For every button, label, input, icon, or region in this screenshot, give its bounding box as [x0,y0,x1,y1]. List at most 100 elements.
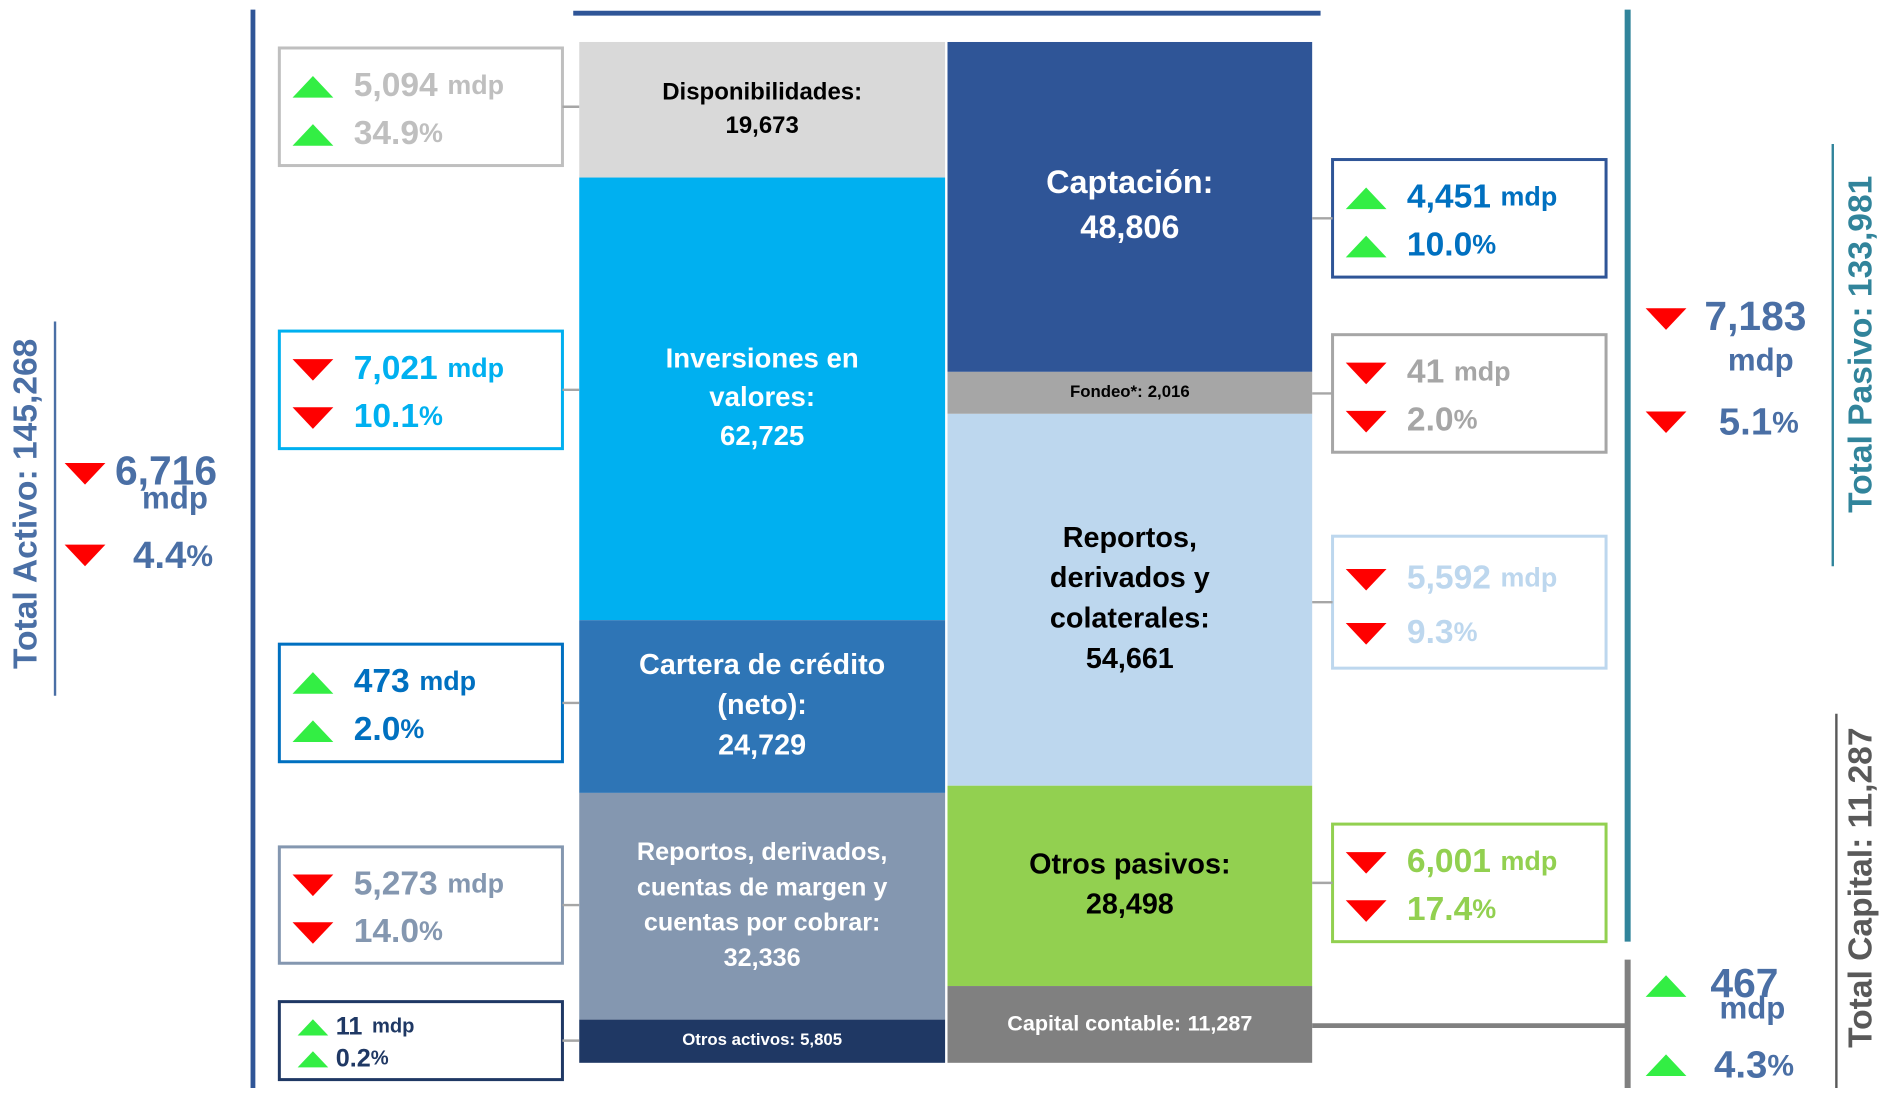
unit: mdp [1501,181,1558,211]
change-amount: 11 mdp [336,1012,415,1040]
pct: 14.0 [354,913,419,950]
change-amount: 467 [1710,960,1778,1006]
change-pct: 5.1% [1719,401,1799,444]
block-value: 2,016 [1148,382,1190,401]
arrow-down [1345,900,1387,922]
block-name: Otros pasivos: [1029,848,1230,880]
change-amount: 5,273 mdp [354,865,504,902]
block-name: cuentas por cobrar: [644,909,881,937]
unit: mdp [447,868,504,898]
block-name: Reportos, derivados, [637,838,888,866]
block [947,413,1313,786]
change-pct: 2.0% [354,711,425,748]
arrow-down [1645,308,1687,330]
pct: 2.0 [354,711,401,748]
change-amount: 41 mdp [1407,353,1511,390]
arrow-up [292,672,334,694]
amount: 5,273 [354,865,438,902]
arrow-up [1345,235,1387,258]
change-box [1331,822,1608,944]
change-amount: 7,021 mdp [354,350,504,387]
pct: 4.3 [1714,1044,1767,1087]
amount: 7,021 [354,350,438,387]
arrow-up [1645,1054,1687,1077]
block [579,792,946,1020]
arrow-down [1345,623,1387,645]
block-name: Reportos, [1063,522,1197,554]
block-value: 5,805 [800,1031,842,1050]
block-name: Fondeo*: [1070,382,1143,401]
block-value: 62,725 [720,420,804,451]
change-amount: 5,592 mdp [1407,560,1557,597]
pct: 10.0 [1407,226,1472,263]
block-value: 24,729 [718,729,806,761]
pct-unit: % [1454,617,1478,647]
amount: 473 [354,663,410,700]
arrow-down [64,544,106,567]
change-pct: 0.2% [336,1044,389,1072]
arrow-up [297,1051,329,1068]
unit: mdp [372,1016,415,1038]
block-name: derivados y [1050,562,1210,594]
pct: 9.3 [1407,614,1454,651]
pct: 4.4 [133,534,187,577]
block-label: Otros activos: 5,805 [682,1031,842,1050]
amount: 5,592 [1407,560,1491,597]
pct-unit: % [419,118,443,148]
block [947,986,1313,1063]
pct-unit: % [1772,407,1799,440]
arrow-up [297,1019,329,1036]
block-value: 54,661 [1086,643,1174,675]
change-unit: mdp [1728,343,1794,378]
change-box [277,845,564,965]
block-value: 32,336 [724,944,801,972]
pct-unit: % [419,401,443,431]
block-name: Disponibilidades: [662,78,862,105]
arrow-down [292,922,334,944]
block [579,41,946,178]
amount: 41 [1407,353,1444,390]
change-pct: 10.1% [354,398,443,435]
block-name: Cartera de crédito [639,649,885,681]
arrow-up [292,720,334,742]
pct: 0.2 [336,1044,371,1072]
pct-unit: % [1472,230,1496,260]
change-box [277,329,564,451]
block [579,177,946,621]
pct-unit: % [419,916,443,946]
arrow-up [292,124,334,146]
total-label: Total Pasivo: 133,981 [1843,176,1880,513]
block [947,785,1313,987]
unit: mdp [447,70,504,100]
arrow-down [292,874,334,897]
change-pct: 17.4% [1407,891,1496,928]
change-box [277,46,564,168]
total-label: Total Activo: 145,268 [7,339,44,669]
total-label: Total Capital: 11,287 [1843,727,1880,1047]
unit: mdp [1501,846,1558,876]
change-amount: 7,183 [1704,293,1806,339]
change-amount: 4,451 mdp [1407,178,1557,215]
change-unit: mdp [1719,990,1785,1025]
arrow-down [1345,852,1387,874]
block-label: Fondeo*: 2,016 [1070,382,1190,401]
change-pct: 4.4% [133,534,213,577]
arrow-down [1345,410,1387,433]
block [947,371,1313,414]
change-pct: 9.3% [1407,614,1478,651]
block-value: 11,287 [1188,1010,1253,1035]
change-pct: 4.3% [1714,1044,1794,1087]
change-amount: 6,001 mdp [1407,843,1557,880]
block-name: Captación: [1046,164,1213,200]
change-pct: 10.0% [1407,226,1496,263]
change-box [277,1000,564,1082]
change-pct: 2.0% [1407,402,1478,439]
block-name: colaterales: [1050,603,1210,635]
block-name: Otros activos: [682,1031,795,1050]
pct: 10.1 [354,398,419,435]
change-pct: 14.0% [354,913,443,950]
arrow-down [292,359,334,381]
pct: 2.0 [1407,402,1454,439]
pct-unit: % [1472,894,1496,924]
